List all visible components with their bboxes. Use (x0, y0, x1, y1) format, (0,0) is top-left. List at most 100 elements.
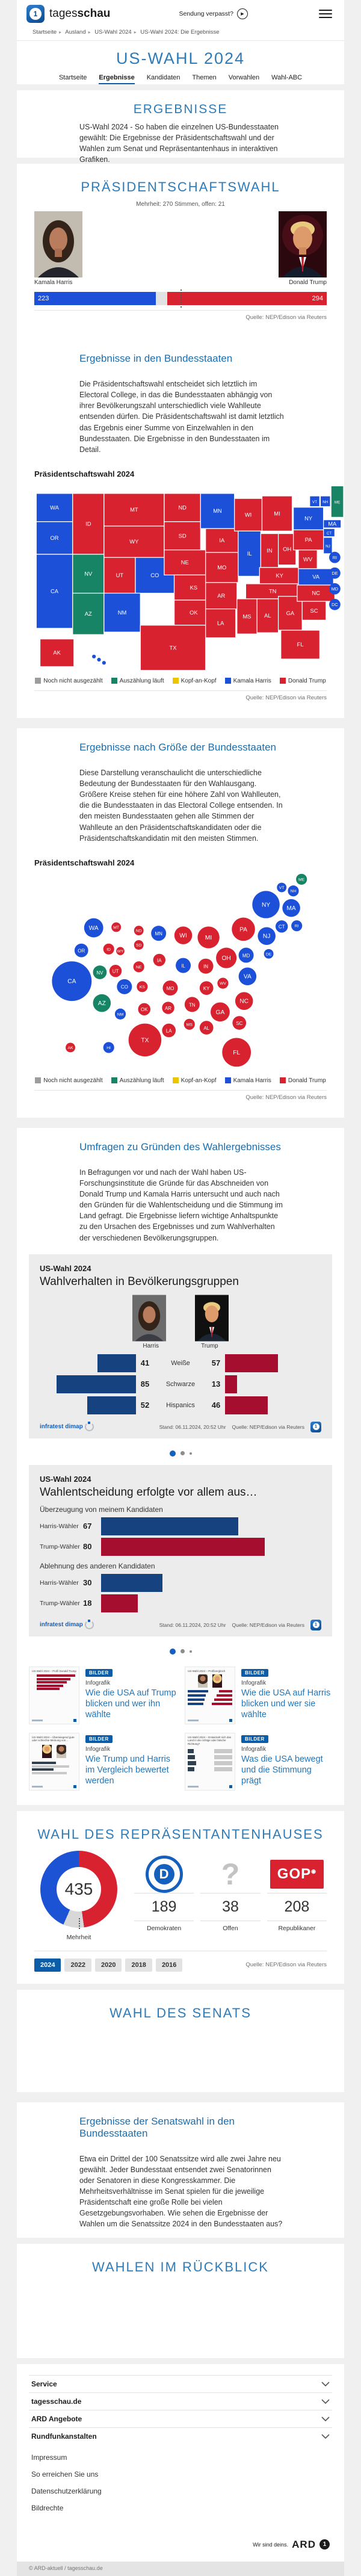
state-SC[interactable] (301, 601, 327, 621)
teaser-stimmung[interactable]: US-Wahl 2024 – Entwickelt sich das Land … (185, 1732, 332, 1791)
bubble-state-IA[interactable] (153, 953, 166, 967)
teaser-title[interactable]: Wie die USA auf Harris blicken und wer s… (241, 1688, 331, 1720)
state-circle-HI[interactable] (92, 654, 96, 658)
teaser-harris-profile[interactable]: US-Wahl 2024 – Profilvergleich BILDER In… (185, 1666, 332, 1724)
carousel-dot-active[interactable] (169, 1648, 176, 1655)
breadcrumb-item[interactable]: Ausland (65, 29, 86, 36)
bubble-state-TN[interactable] (184, 997, 200, 1012)
bubble-state-LA[interactable] (162, 1023, 176, 1038)
state-WY[interactable] (103, 525, 165, 558)
state-ND[interactable] (164, 493, 201, 522)
bubble-state-AK[interactable] (66, 1042, 76, 1053)
bubble-state-KY[interactable] (199, 981, 214, 995)
us-states-choropleth-map[interactable]: WA OR CA ID NV AZ MT WY UT CO NM ND SD NE KS OK TX MN IA MO… (17, 481, 344, 675)
year-chip-2024[interactable]: 2024 (34, 1958, 61, 1972)
bubble-state-MO[interactable] (162, 980, 178, 995)
sendung-verpasst-link[interactable]: Sendung verpasst? ▶ (110, 8, 316, 19)
bubble-state-ND[interactable] (134, 926, 144, 935)
bubble-state-PA[interactable] (232, 917, 255, 941)
bubble-state-NV[interactable] (93, 965, 107, 979)
state-WI[interactable] (234, 498, 263, 531)
bubble-state-MT[interactable] (111, 922, 122, 932)
bubble-state-GA[interactable] (210, 1002, 230, 1022)
state-circle-DC[interactable] (329, 598, 341, 610)
year-chip-2020[interactable]: 2020 (94, 1958, 122, 1972)
bubble-state-NM[interactable] (114, 1008, 126, 1020)
teaser-thumbnail[interactable]: US-Wahl 2024 – Überwiegend gute oder sch… (29, 1732, 79, 1791)
bubble-state-OR[interactable] (74, 943, 88, 958)
bubble-state-AZ[interactable] (93, 994, 111, 1012)
state-CA[interactable] (35, 554, 73, 629)
state-NM[interactable] (103, 592, 141, 633)
footer-link-bildrechte[interactable]: Bildrechte (31, 2503, 64, 2512)
state-circle-HI[interactable] (97, 657, 101, 662)
carousel-dot[interactable] (189, 1452, 192, 1455)
bubble-state-NC[interactable] (235, 992, 253, 1010)
tagesschau-logo-icon[interactable]: 1 (26, 5, 45, 23)
bubble-state-HI[interactable] (103, 1042, 114, 1053)
bubble-state-OK[interactable] (138, 1003, 151, 1015)
hamburger-menu-icon[interactable] (316, 7, 335, 20)
state-IN[interactable] (260, 533, 279, 568)
breadcrumb-item[interactable]: Startseite (32, 29, 57, 36)
infographic-wahlentscheidung[interactable]: US-Wahl 2024 Wahlentscheidung erfolgte v… (29, 1464, 332, 1636)
footer-accordion-rundfunk[interactable]: Rundfunkanstalten (29, 2427, 332, 2445)
state-circle-RI[interactable] (329, 551, 341, 563)
state-MI[interactable] (261, 495, 293, 531)
bubble-state-TX[interactable] (128, 1023, 162, 1057)
state-CT[interactable] (323, 528, 336, 537)
footer-accordion-ard[interactable]: ARD Angebote (29, 2409, 332, 2427)
us-states-bubble-map[interactable]: ME VT NH NY MA CT RI WA MT ND MN WI MI PA NJ OR ID WY SD IA… (30, 870, 331, 1075)
bubble-state-OH[interactable] (216, 947, 237, 968)
breadcrumb-item[interactable]: US-Wahl 2024 (94, 29, 132, 36)
bubble-state-VA[interactable] (238, 967, 257, 985)
footer-link-impressum[interactable]: Impressum (31, 2453, 67, 2462)
brand-wordmark[interactable]: tagesschau (49, 7, 111, 20)
tab-vorwahlen[interactable]: Vorwahlen (228, 74, 260, 81)
state-MA[interactable] (323, 519, 342, 528)
bubble-state-MS[interactable] (184, 1018, 195, 1030)
bubble-state-MA[interactable] (282, 899, 300, 917)
carousel-dot[interactable] (189, 1650, 192, 1653)
state-IL[interactable] (238, 530, 262, 577)
carousel-dot[interactable] (180, 1451, 185, 1456)
year-chip-2016[interactable]: 2016 (155, 1958, 183, 1972)
teaser-title[interactable]: Was die USA bewegt und die Stimmung präg… (241, 1754, 323, 1786)
state-MT[interactable] (103, 493, 165, 527)
carousel-dot-active[interactable] (169, 1450, 176, 1457)
bubble-state-VT[interactable] (277, 882, 287, 893)
bubble-state-FL[interactable] (222, 1038, 251, 1067)
bubble-state-MN[interactable] (151, 926, 167, 941)
year-chip-2022[interactable]: 2022 (64, 1958, 91, 1972)
state-NH[interactable] (319, 495, 331, 507)
tab-kandidaten[interactable]: Kandidaten (146, 74, 180, 81)
tab-themen[interactable]: Themen (192, 74, 217, 81)
state-OH[interactable] (277, 533, 297, 566)
bubble-state-NJ[interactable] (258, 927, 276, 945)
bubble-state-ME[interactable] (296, 873, 307, 885)
bubble-state-KS[interactable] (137, 981, 148, 992)
state-LA[interactable] (205, 608, 236, 639)
teaser-trump-profile[interactable]: US-Wahl 2024 – Profil Donald Trump BILDE… (29, 1666, 176, 1724)
state-AZ[interactable] (72, 592, 105, 635)
state-circle-HI[interactable] (102, 661, 106, 665)
bubble-state-DE[interactable] (264, 949, 274, 959)
bubble-state-WY[interactable] (116, 947, 125, 955)
bubble-state-WI[interactable] (174, 926, 193, 944)
bubble-state-MI[interactable] (197, 926, 220, 949)
bubble-state-CA[interactable] (52, 961, 92, 1002)
state-circle-DE[interactable] (329, 567, 341, 579)
bubble-state-SD[interactable] (134, 940, 144, 950)
tab-wahl-abc[interactable]: Wahl-ABC (271, 74, 303, 81)
tab-ergebnisse[interactable]: Ergebnisse (99, 74, 135, 84)
bubble-state-UT[interactable] (109, 964, 122, 977)
bubble-state-AL[interactable] (199, 1020, 214, 1035)
teaser-thumbnail[interactable]: US-Wahl 2024 – Profil Donald Trump (29, 1666, 79, 1724)
state-circle-MD[interactable] (329, 583, 341, 595)
state-FL[interactable] (280, 630, 321, 660)
state-AL[interactable] (256, 598, 279, 633)
teaser-title[interactable]: Wie die USA auf Trump blicken und wer ih… (85, 1688, 176, 1720)
bubble-state-NE[interactable] (133, 961, 144, 973)
footer-accordion-tagesschau[interactable]: tagesschau.de (29, 2392, 332, 2410)
bubble-state-CO[interactable] (117, 979, 132, 994)
